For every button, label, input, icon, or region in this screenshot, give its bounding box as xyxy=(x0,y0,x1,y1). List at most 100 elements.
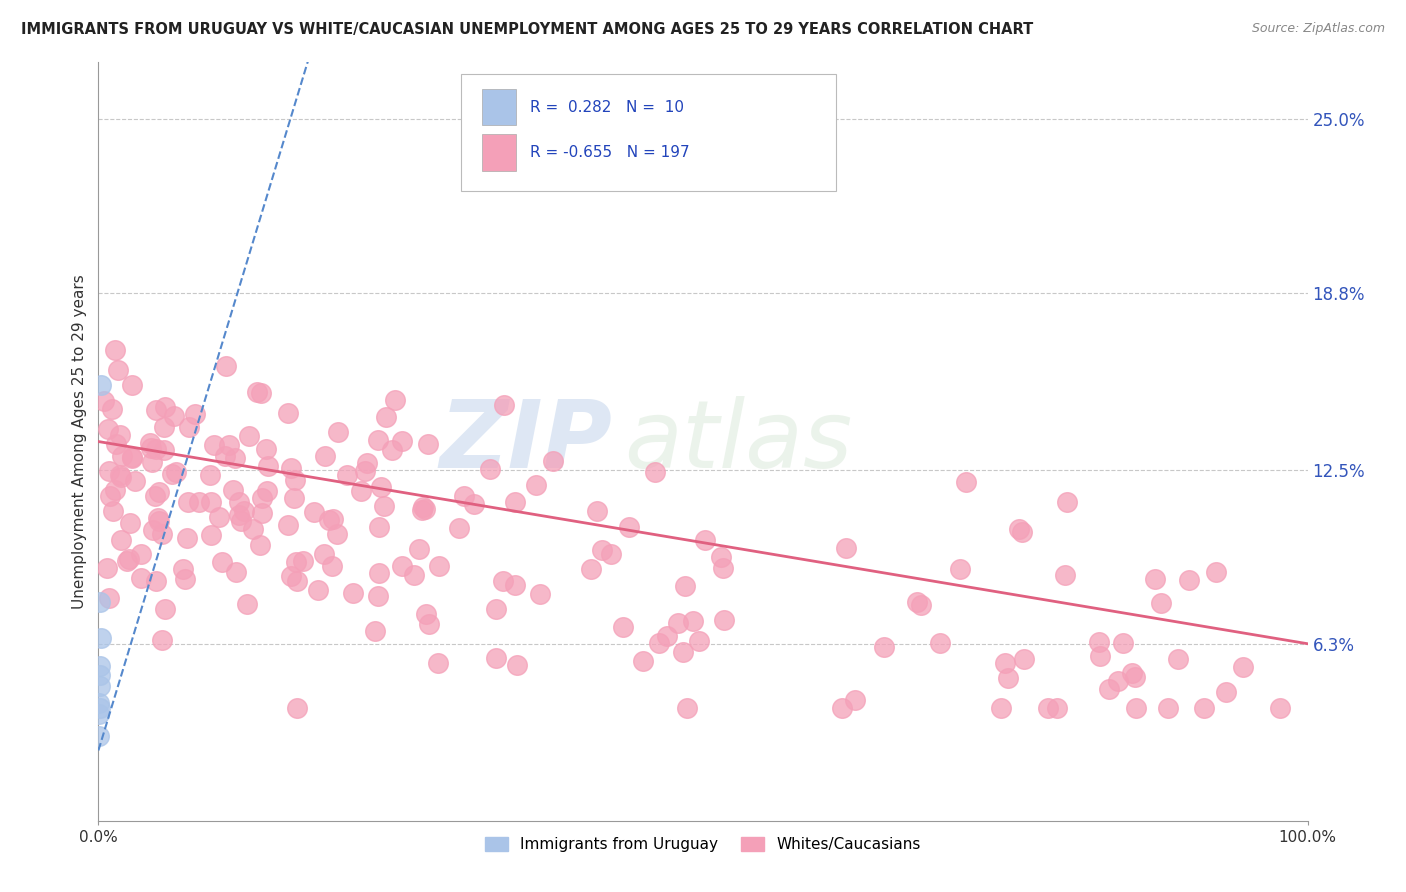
Point xyxy=(150,633,173,648)
Point xyxy=(121,450,143,464)
Point xyxy=(688,634,710,648)
Point xyxy=(673,579,696,593)
Point xyxy=(381,443,404,458)
Point xyxy=(238,428,260,442)
Point xyxy=(307,582,329,597)
Point xyxy=(367,589,389,603)
Point xyxy=(485,602,508,616)
Point xyxy=(1215,685,1237,699)
Point xyxy=(202,438,225,452)
Point xyxy=(1121,666,1143,681)
Point xyxy=(163,409,186,424)
Point xyxy=(184,407,207,421)
Point xyxy=(326,526,349,541)
Point xyxy=(101,503,124,517)
Point xyxy=(207,509,229,524)
Point xyxy=(177,495,200,509)
Point xyxy=(97,422,120,436)
Text: R = -0.655   N = 197: R = -0.655 N = 197 xyxy=(530,145,690,161)
Point xyxy=(146,511,169,525)
Point xyxy=(1056,495,1078,509)
Point xyxy=(129,571,152,585)
Point xyxy=(1038,701,1060,715)
Point xyxy=(283,491,305,506)
Point xyxy=(391,559,413,574)
Point xyxy=(529,587,551,601)
Point xyxy=(211,555,233,569)
Point xyxy=(242,522,264,536)
Point xyxy=(145,574,167,588)
Point xyxy=(453,489,475,503)
Point xyxy=(367,520,389,534)
Point xyxy=(1088,635,1111,649)
Point xyxy=(955,475,977,489)
Point xyxy=(218,438,240,452)
Point xyxy=(586,504,609,518)
Point xyxy=(90,631,112,645)
Point xyxy=(292,554,315,568)
Point xyxy=(541,454,564,468)
Point xyxy=(693,533,716,548)
Point xyxy=(187,495,209,509)
Point xyxy=(412,500,434,515)
Point xyxy=(89,594,111,608)
Point xyxy=(364,624,387,638)
Point xyxy=(524,478,547,492)
Point xyxy=(336,467,359,482)
Point xyxy=(143,489,166,503)
Point xyxy=(1008,522,1031,536)
Point xyxy=(200,494,222,508)
Point xyxy=(1205,566,1227,580)
Legend: Immigrants from Uruguay, Whites/Caucasians: Immigrants from Uruguay, Whites/Caucasia… xyxy=(479,831,927,858)
Point xyxy=(648,636,671,650)
Point xyxy=(427,559,450,574)
Point xyxy=(631,655,654,669)
Point xyxy=(98,464,121,478)
Point xyxy=(229,514,252,528)
Point xyxy=(1123,670,1146,684)
Point xyxy=(252,506,274,520)
Point xyxy=(835,541,858,556)
Point xyxy=(141,455,163,469)
Point xyxy=(145,442,167,456)
Point xyxy=(165,465,187,479)
Point xyxy=(1088,648,1111,663)
Point xyxy=(710,550,733,565)
Point xyxy=(905,595,928,609)
Point xyxy=(153,420,176,434)
Point xyxy=(367,433,389,447)
Bar xyxy=(482,89,516,126)
Point xyxy=(103,343,125,357)
Point xyxy=(994,657,1017,671)
Point xyxy=(150,526,173,541)
Point xyxy=(997,671,1019,685)
Point xyxy=(96,561,118,575)
Point xyxy=(478,461,501,475)
Point xyxy=(581,562,603,576)
Point xyxy=(110,533,132,548)
Point xyxy=(172,562,194,576)
Point xyxy=(93,394,115,409)
Point xyxy=(228,508,250,523)
Point xyxy=(257,458,280,473)
Point xyxy=(1011,525,1033,540)
Point xyxy=(990,701,1012,715)
Point xyxy=(682,614,704,628)
Point xyxy=(612,620,634,634)
Point xyxy=(256,484,278,499)
Point xyxy=(222,483,245,498)
Point xyxy=(98,489,121,503)
Point xyxy=(949,562,972,576)
Point xyxy=(280,461,302,475)
Point xyxy=(200,528,222,542)
Point xyxy=(250,491,273,506)
Point xyxy=(233,504,256,518)
Point xyxy=(285,701,308,715)
Point xyxy=(657,629,679,643)
Point xyxy=(353,464,375,478)
Point xyxy=(491,574,513,589)
Point xyxy=(485,651,508,665)
Point xyxy=(1143,572,1166,586)
Point xyxy=(121,377,143,392)
Point xyxy=(711,561,734,575)
